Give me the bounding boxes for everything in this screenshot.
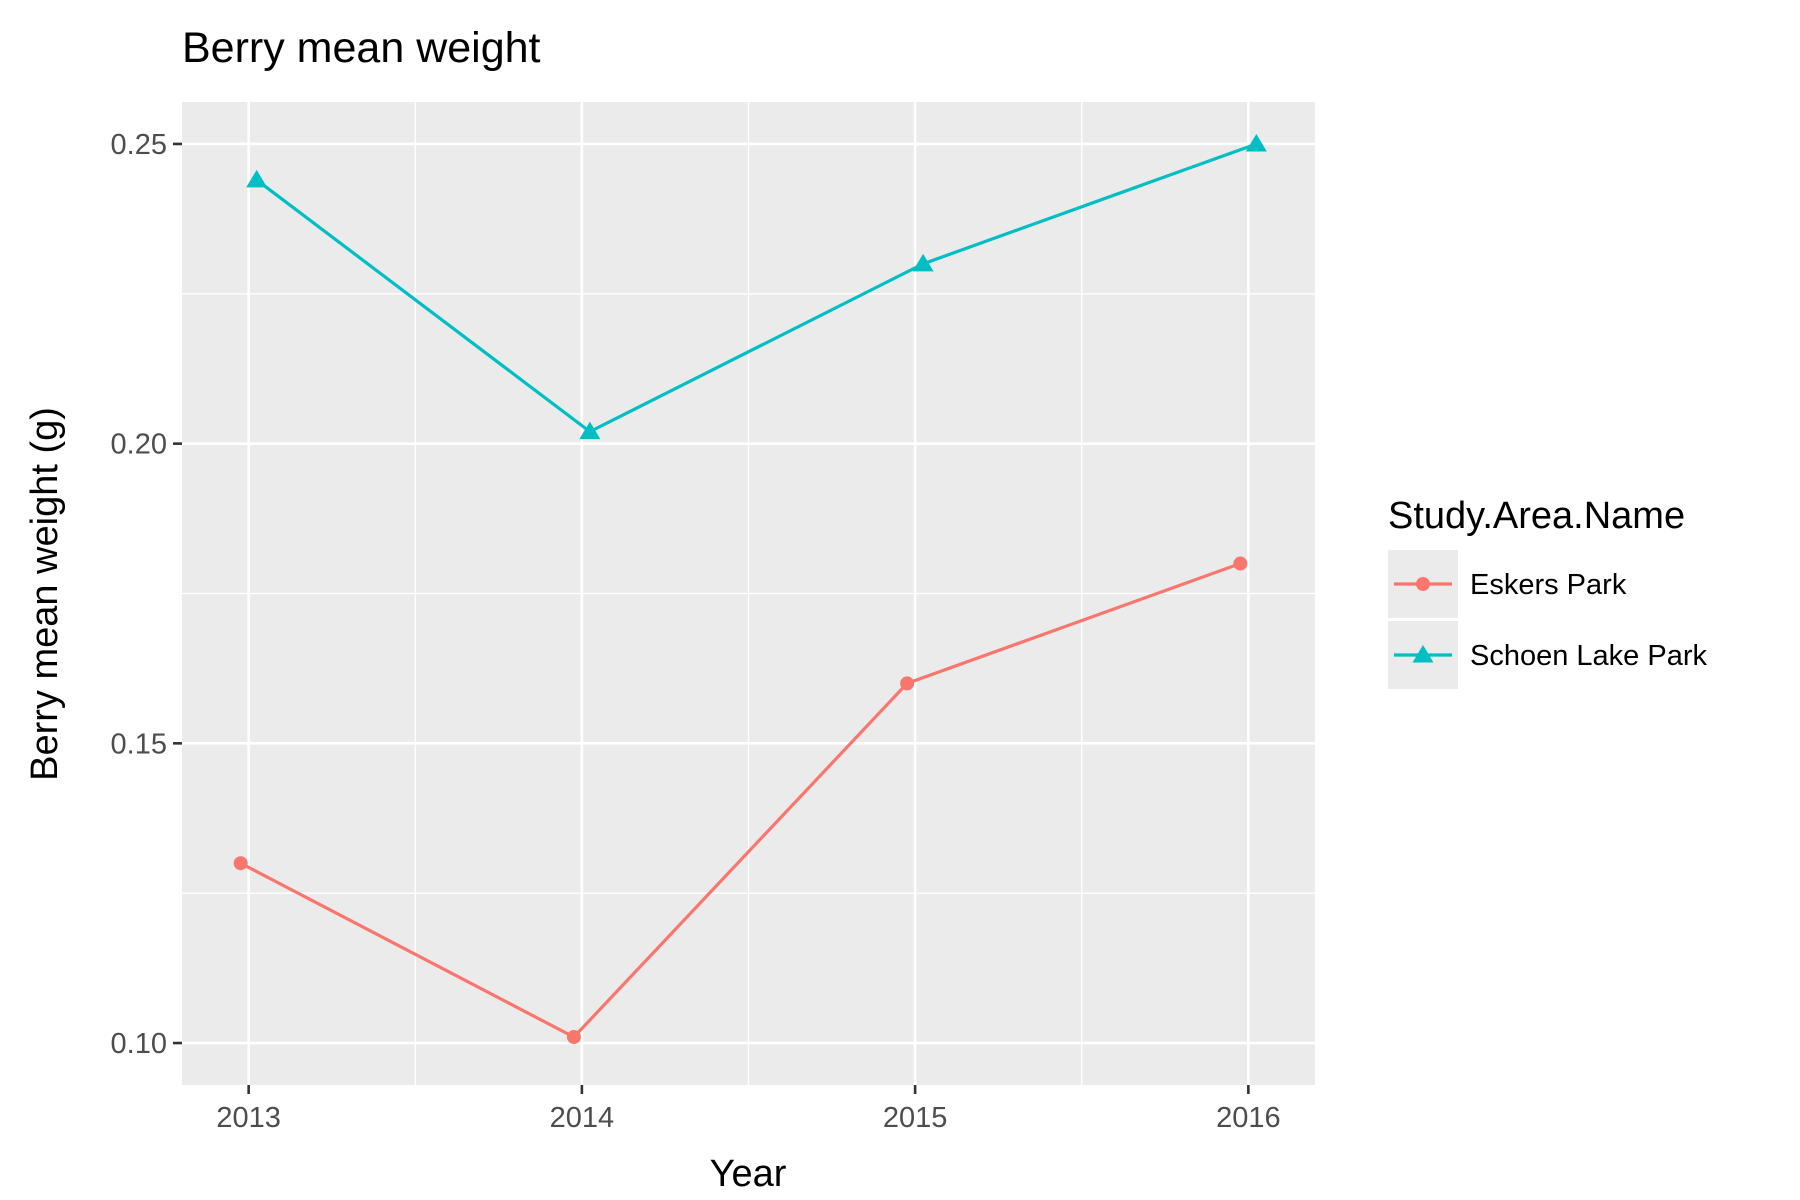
major-gridlines bbox=[182, 102, 1315, 1085]
data-point-schoen-lake-park bbox=[1245, 133, 1267, 152]
data-point-eskers-park bbox=[1233, 556, 1248, 571]
x-axis-title: Year bbox=[710, 1153, 787, 1195]
y-tick-label: 0.20 bbox=[111, 429, 167, 461]
data-point-eskers-park bbox=[233, 856, 248, 871]
x-tick-label: 2014 bbox=[550, 1102, 615, 1134]
legend: Study.Area.Name Eskers Park Schoen Lake P… bbox=[1388, 495, 1707, 689]
legend-label-eskers-park: Eskers Park bbox=[1470, 569, 1627, 601]
series-line-eskers-park bbox=[239, 562, 1241, 1040]
series-line-schoen-lake-park bbox=[255, 142, 1257, 434]
legend-marker-eskers-park bbox=[1416, 577, 1430, 591]
chart-title: Berry mean weight bbox=[182, 24, 541, 72]
data-point-schoen-lake-park bbox=[579, 421, 601, 440]
y-tick-label: 0.10 bbox=[111, 1028, 167, 1060]
legend-label-schoen-lake-park: Schoen Lake Park bbox=[1470, 640, 1707, 672]
legend-marker-schoen-lake-park bbox=[1412, 645, 1434, 663]
y-axis: 0.10 0.15 0.20 0.25 bbox=[111, 129, 182, 1060]
y-axis-title: Berry mean weight (g) bbox=[24, 407, 66, 781]
legend-title: Study.Area.Name bbox=[1388, 495, 1685, 537]
minor-gridlines bbox=[182, 102, 1315, 1085]
data-point-eskers-park bbox=[900, 676, 915, 691]
y-tick-label: 0.15 bbox=[111, 728, 167, 760]
y-tick-label: 0.25 bbox=[111, 129, 167, 161]
x-tick-label: 2015 bbox=[883, 1102, 948, 1134]
data-point-schoen-lake-park bbox=[912, 253, 934, 272]
x-axis: 2013 2014 2015 2016 bbox=[216, 1085, 1281, 1134]
x-tick-label: 2016 bbox=[1216, 1102, 1281, 1134]
data-point-eskers-park bbox=[566, 1030, 581, 1045]
series-layer bbox=[233, 133, 1267, 1045]
data-point-schoen-lake-park bbox=[246, 169, 268, 188]
x-tick-label: 2013 bbox=[216, 1102, 281, 1134]
